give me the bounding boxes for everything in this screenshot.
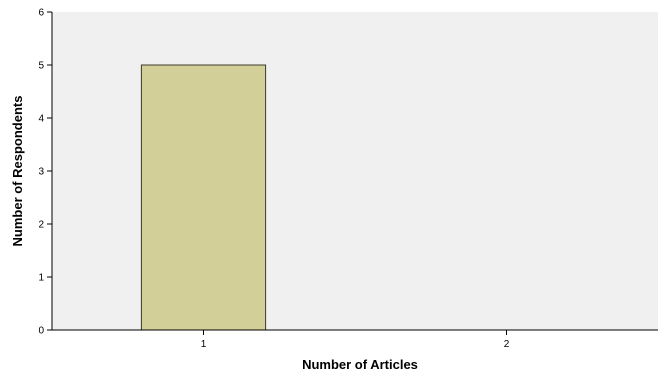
x-tick-label: 1	[201, 339, 207, 350]
y-tick-label: 0	[38, 326, 44, 337]
x-tick-label: 2	[504, 339, 510, 350]
y-tick-label: 6	[38, 8, 44, 19]
y-tick-label: 2	[38, 220, 44, 231]
x-axis-title: Number of Articles	[302, 357, 418, 372]
y-tick-label: 5	[38, 61, 44, 72]
bar-1	[140, 64, 267, 331]
y-tick-label: 1	[38, 273, 44, 284]
y-axis-title: Number of Respondents	[10, 96, 25, 247]
y-tick-label: 4	[38, 114, 44, 125]
y-tick-label: 3	[38, 167, 44, 178]
y-axis-ticks: 0 1 2 3 4 5 6	[38, 8, 52, 337]
bar-series	[140, 64, 267, 331]
